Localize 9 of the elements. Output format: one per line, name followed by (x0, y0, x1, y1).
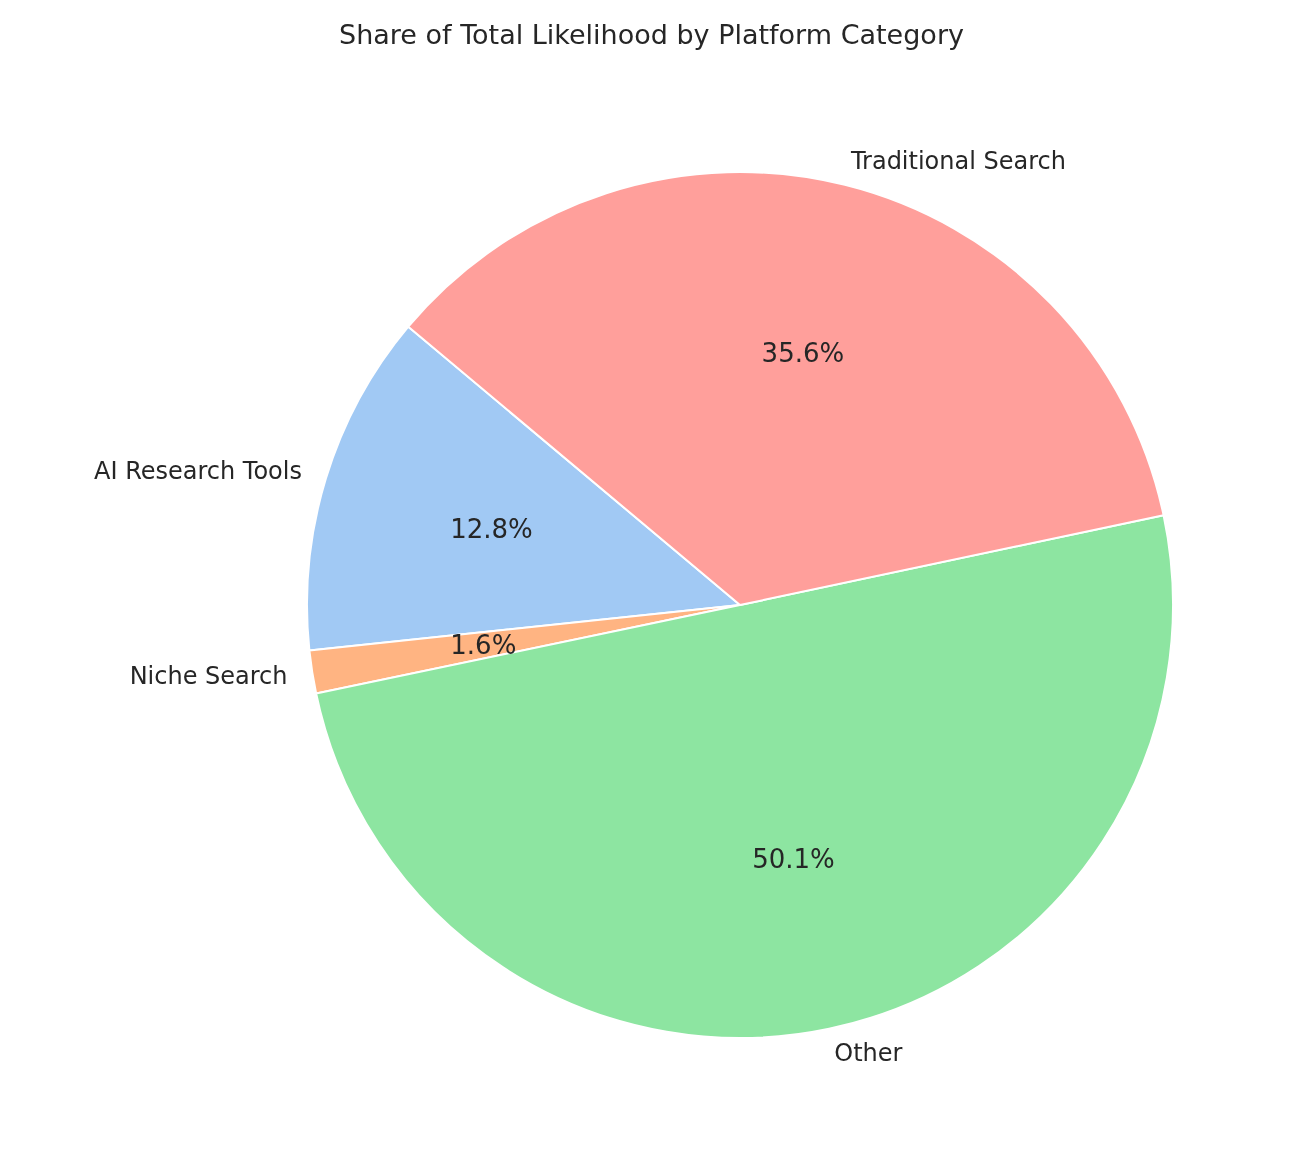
data-label: 12.8% (450, 514, 533, 545)
slice-label: Niche Search (129, 661, 288, 690)
slice-label: Other (834, 1039, 903, 1068)
data-label: 35.6% (761, 337, 845, 368)
data-label: 1.6% (450, 630, 517, 661)
slice-label: AI Research Tools (94, 457, 302, 486)
chart-title: Share of Total Likelihood by Platform Category (339, 19, 964, 50)
slice-label: Traditional Search (849, 146, 1066, 175)
data-label: 50.1% (752, 844, 835, 875)
